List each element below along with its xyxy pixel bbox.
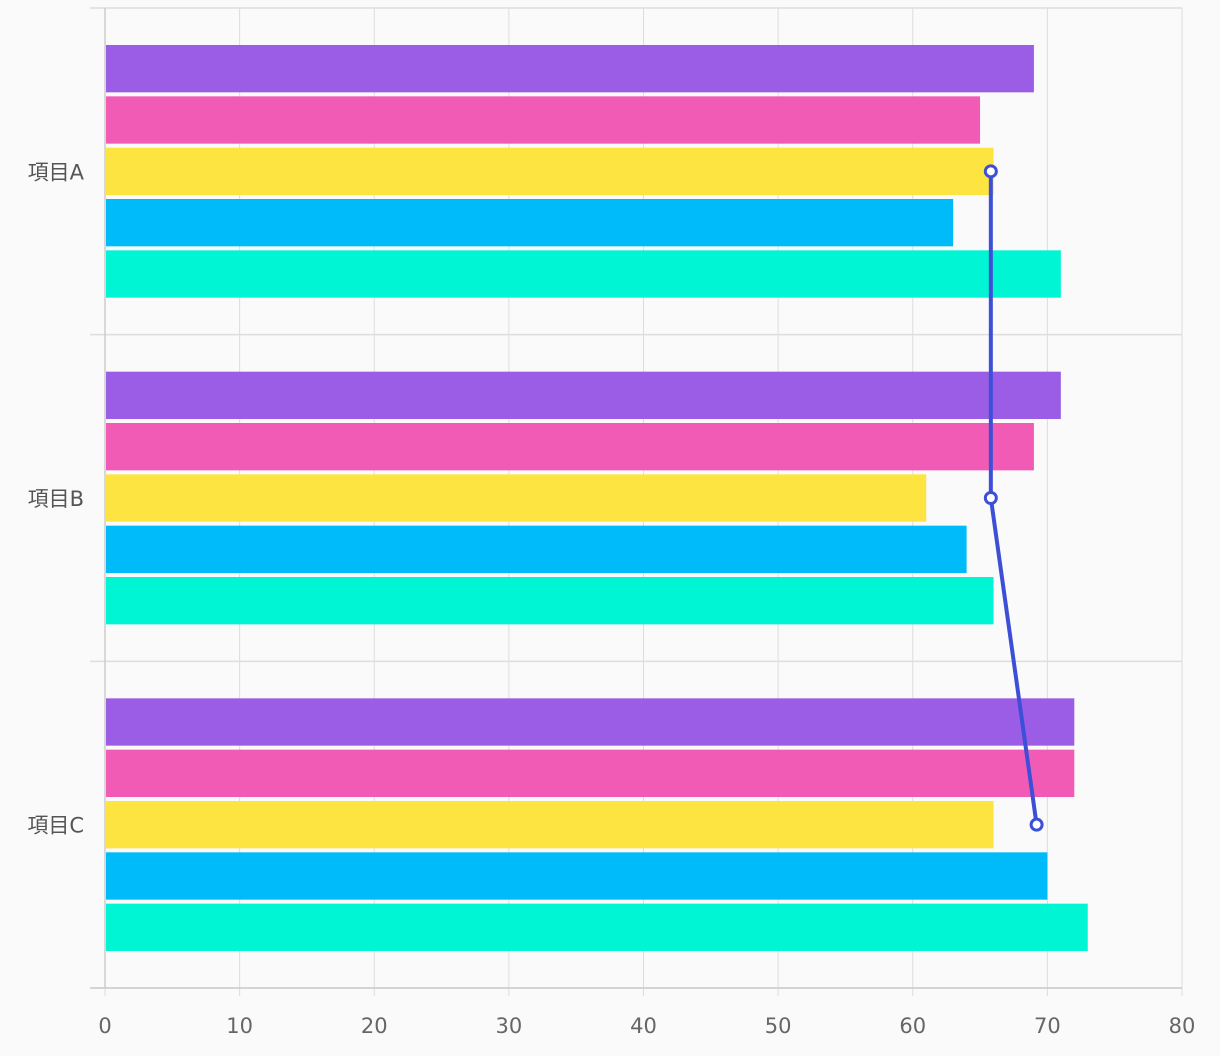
- bar: [106, 199, 954, 247]
- bar: [106, 749, 1075, 797]
- bar: [106, 147, 994, 195]
- category-label: 項目C: [27, 814, 84, 838]
- x-tick-label: 50: [765, 1014, 792, 1038]
- bar: [106, 423, 1034, 471]
- bar: [106, 45, 1034, 93]
- line-series: [983, 164, 1044, 832]
- bars: [106, 45, 1088, 951]
- x-tick-label: 80: [1169, 1014, 1196, 1038]
- x-tick-label: 10: [226, 1014, 253, 1038]
- x-tick-label: 70: [1034, 1014, 1061, 1038]
- x-tick-label: 0: [98, 1014, 111, 1038]
- bar: [106, 577, 994, 625]
- bar: [106, 903, 1088, 951]
- x-tick-label: 30: [496, 1014, 523, 1038]
- bar: [106, 474, 927, 522]
- line-point: [983, 491, 998, 505]
- bar: [106, 96, 981, 144]
- bar: [106, 250, 1061, 298]
- bar: [106, 801, 994, 849]
- bar: [106, 698, 1075, 746]
- x-tick-label: 60: [899, 1014, 926, 1038]
- x-tick-label: 20: [361, 1014, 388, 1038]
- x-axis: 0 10 20 30 40 50 60 70 80: [90, 987, 1196, 1038]
- y-axis: 項目A 項目B 項目C: [27, 8, 106, 988]
- bar: [106, 852, 1048, 900]
- category-label: 項目B: [28, 487, 84, 511]
- bar: [106, 525, 967, 573]
- line-point: [1029, 817, 1044, 832]
- bar: [106, 371, 1061, 419]
- category-label: 項目A: [28, 160, 85, 184]
- line-point: [983, 164, 998, 179]
- x-tick-label: 40: [630, 1014, 657, 1038]
